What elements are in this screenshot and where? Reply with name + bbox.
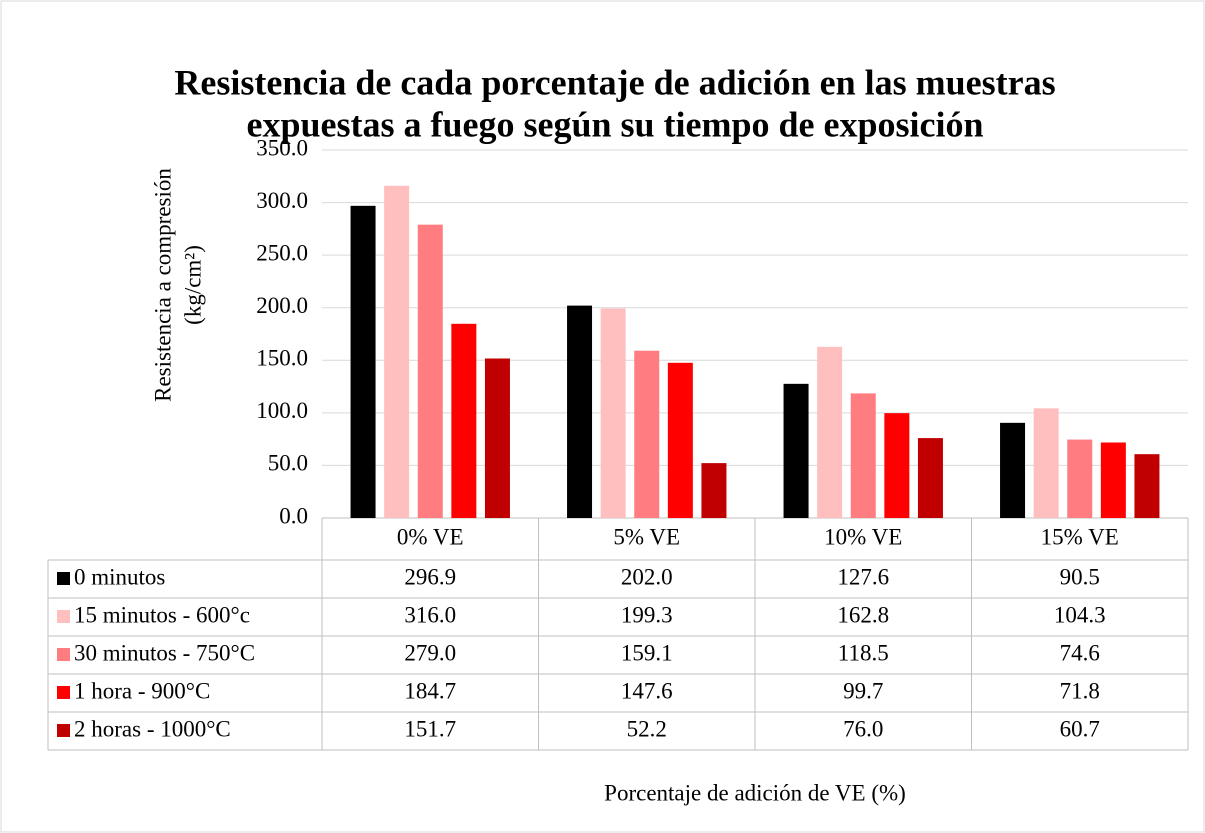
bar xyxy=(1000,422,1026,518)
bar xyxy=(451,323,477,518)
bar xyxy=(567,305,593,518)
legend-label: 0 minutos xyxy=(74,564,165,589)
x-tick-label: 0% VE xyxy=(397,524,464,549)
table-value: 147.6 xyxy=(621,678,673,703)
table-value: 127.6 xyxy=(837,564,889,589)
table-value: 296.9 xyxy=(404,564,456,589)
table-value: 99.7 xyxy=(843,678,883,703)
table-value: 199.3 xyxy=(621,602,673,627)
legend-label: 2 horas - 1000°C xyxy=(74,716,231,741)
bar xyxy=(667,362,693,518)
bar xyxy=(1100,442,1126,518)
legend-label: 15 minutos - 600°c xyxy=(74,602,250,627)
bar xyxy=(350,205,376,518)
table-value: 52.2 xyxy=(627,716,667,741)
bar xyxy=(384,185,410,518)
table-value: 184.7 xyxy=(404,678,456,703)
bar xyxy=(417,224,443,518)
y-tick-label: 300.0 xyxy=(256,188,308,213)
table-value: 71.8 xyxy=(1060,678,1100,703)
table-value: 104.3 xyxy=(1054,602,1106,627)
legend-label: 1 hora - 900°C xyxy=(74,678,210,703)
table-value: 118.5 xyxy=(838,640,889,665)
table-value: 90.5 xyxy=(1060,564,1100,589)
table-value: 162.8 xyxy=(837,602,889,627)
bar xyxy=(484,358,510,518)
y-tick-label: 200.0 xyxy=(256,293,308,318)
legend-swatch xyxy=(57,648,70,661)
chart-title: Resistencia de cada porcentaje de adició… xyxy=(174,62,1055,102)
x-tick-label: 5% VE xyxy=(613,524,680,549)
bar xyxy=(1033,408,1059,518)
bar xyxy=(817,346,843,518)
table-value: 202.0 xyxy=(621,564,673,589)
chart-title: expuestas a fuego según su tiempo de exp… xyxy=(246,104,983,144)
bar xyxy=(634,350,660,518)
bar xyxy=(701,463,727,518)
bar xyxy=(783,383,809,518)
table-value: 279.0 xyxy=(404,640,456,665)
bar xyxy=(600,308,626,518)
legend-swatch xyxy=(57,686,70,699)
bar xyxy=(1134,454,1160,518)
legend-swatch xyxy=(57,724,70,737)
bar xyxy=(884,413,910,518)
table-value: 151.7 xyxy=(404,716,456,741)
bar xyxy=(850,393,876,518)
x-axis-label: Porcentaje de adición de VE (%) xyxy=(604,780,906,805)
y-tick-label: 250.0 xyxy=(256,240,308,265)
y-tick-label: 0.0 xyxy=(279,503,308,528)
y-tick-label: 350.0 xyxy=(256,135,308,160)
y-tick-label: 50.0 xyxy=(268,451,308,476)
legend-label: 30 minutos - 750°C xyxy=(74,640,255,665)
table-value: 316.0 xyxy=(404,602,456,627)
legend-swatch xyxy=(57,572,70,585)
table-value: 159.1 xyxy=(621,640,673,665)
table-value: 74.6 xyxy=(1060,640,1100,665)
x-tick-label: 10% VE xyxy=(824,524,902,549)
legend-swatch xyxy=(57,610,70,623)
x-tick-label: 15% VE xyxy=(1041,524,1119,549)
bar xyxy=(1067,439,1093,518)
y-tick-label: 100.0 xyxy=(256,398,308,423)
y-axis-label: (kg/cm²) xyxy=(180,245,205,325)
y-tick-label: 150.0 xyxy=(256,346,308,371)
table-value: 76.0 xyxy=(843,716,883,741)
table-value: 60.7 xyxy=(1060,716,1100,741)
bar xyxy=(917,438,943,518)
y-axis-label: Resistencia a compresión xyxy=(150,168,175,402)
